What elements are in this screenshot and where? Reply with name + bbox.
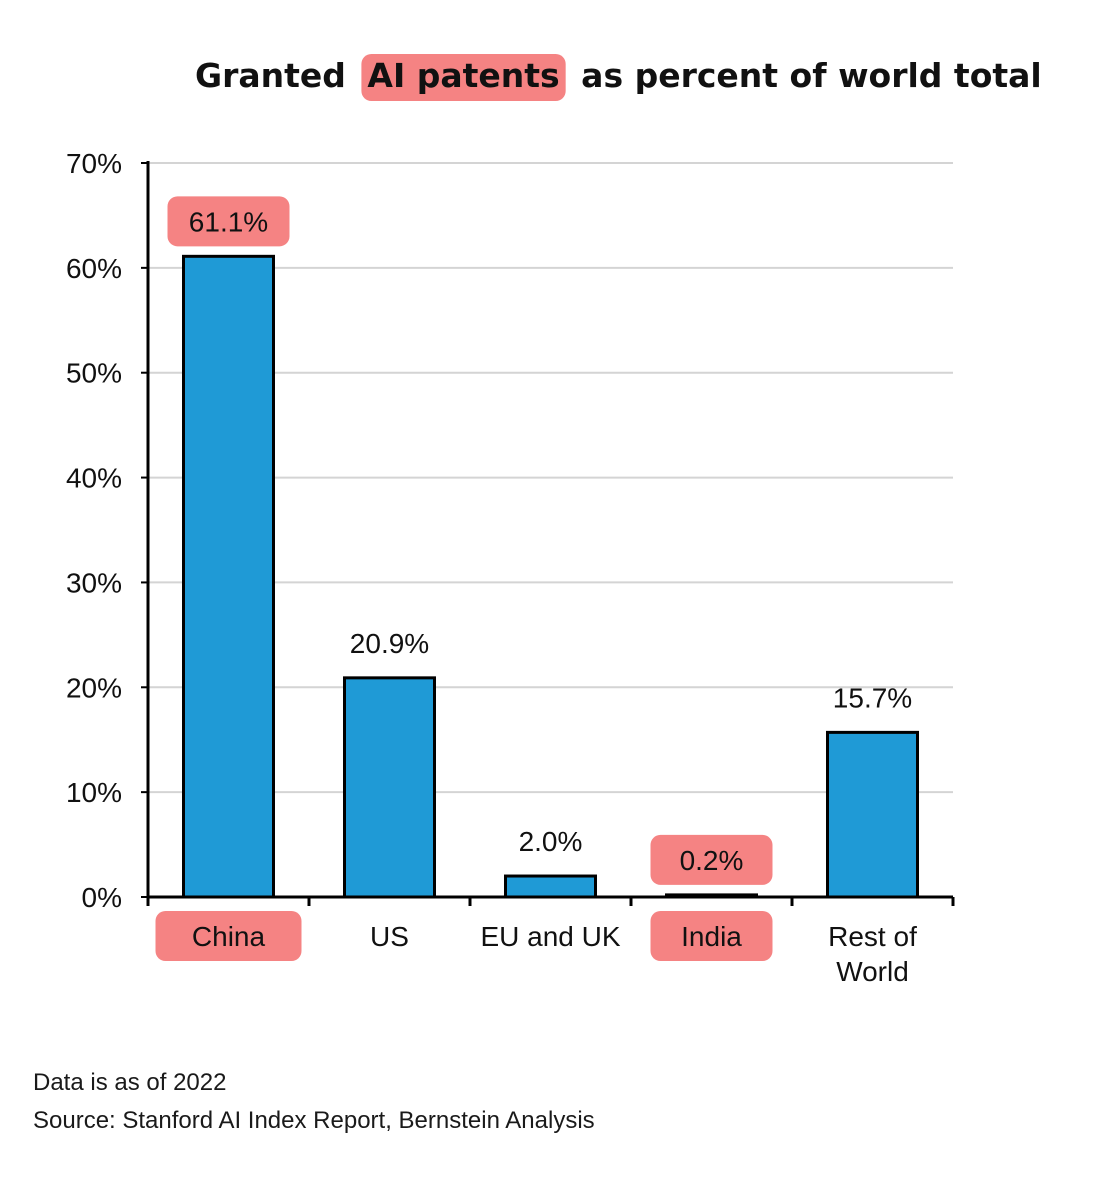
data-label-rest-of-world: 15.7%	[833, 682, 912, 713]
chart-title: Granted AI patents as percent of world t…	[195, 56, 1042, 95]
category-highlight-marker	[155, 911, 302, 961]
y-tick-label: 60%	[66, 253, 122, 284]
chart-title-highlight: AI patents	[367, 56, 559, 95]
category-label-eu-and-uk: EU and UK	[480, 921, 620, 952]
bar-eu-and-uk	[504, 874, 597, 899]
title-highlight-marker	[361, 54, 566, 101]
category-highlight-marker	[650, 911, 773, 961]
y-tick-label: 30%	[66, 567, 122, 598]
bar-china	[182, 254, 275, 899]
labels: 0% 10% 20% 30% 40% 50% 60% 70% 61.1% China 20.9% US…	[66, 148, 917, 987]
svg-text:Granted AI patents: Granted AI patents as percent of world t…	[195, 56, 1042, 95]
y-tick-label: 20%	[66, 672, 122, 703]
gridlines	[148, 162, 953, 794]
axes	[141, 161, 955, 906]
y-tick-label: 10%	[66, 777, 122, 808]
data-label-highlight-marker	[650, 834, 773, 885]
category-label-us: US	[370, 921, 409, 952]
bar-us	[343, 676, 436, 899]
highlight-marker-layer	[155, 54, 773, 961]
category-label-india: India	[681, 921, 742, 952]
category-label-rest-of-world: Rest of World	[828, 921, 917, 987]
y-tick-label: 70%	[66, 148, 122, 179]
chart-title-suffix: as percent of world total	[581, 56, 1042, 95]
data-label-highlight-marker	[167, 196, 290, 247]
category-label-china: China	[192, 921, 266, 952]
date-footnote: Data is as of 2022	[33, 1069, 227, 1096]
data-label-us: 20.9%	[350, 628, 429, 659]
y-tick-label: 40%	[66, 463, 122, 494]
data-label-china: 61.1%	[189, 206, 268, 237]
data-label-eu-and-uk: 2.0%	[519, 826, 583, 857]
bars	[182, 254, 919, 899]
y-tick-label: 0%	[82, 882, 122, 913]
chart-title-prefix: Granted	[195, 56, 346, 95]
data-label-india: 0.2%	[680, 845, 744, 876]
y-tick-label: 50%	[66, 358, 122, 389]
source-footnote: Source: Stanford AI Index Report, Bernst…	[33, 1107, 595, 1134]
bar-rest-of-world	[826, 730, 919, 899]
